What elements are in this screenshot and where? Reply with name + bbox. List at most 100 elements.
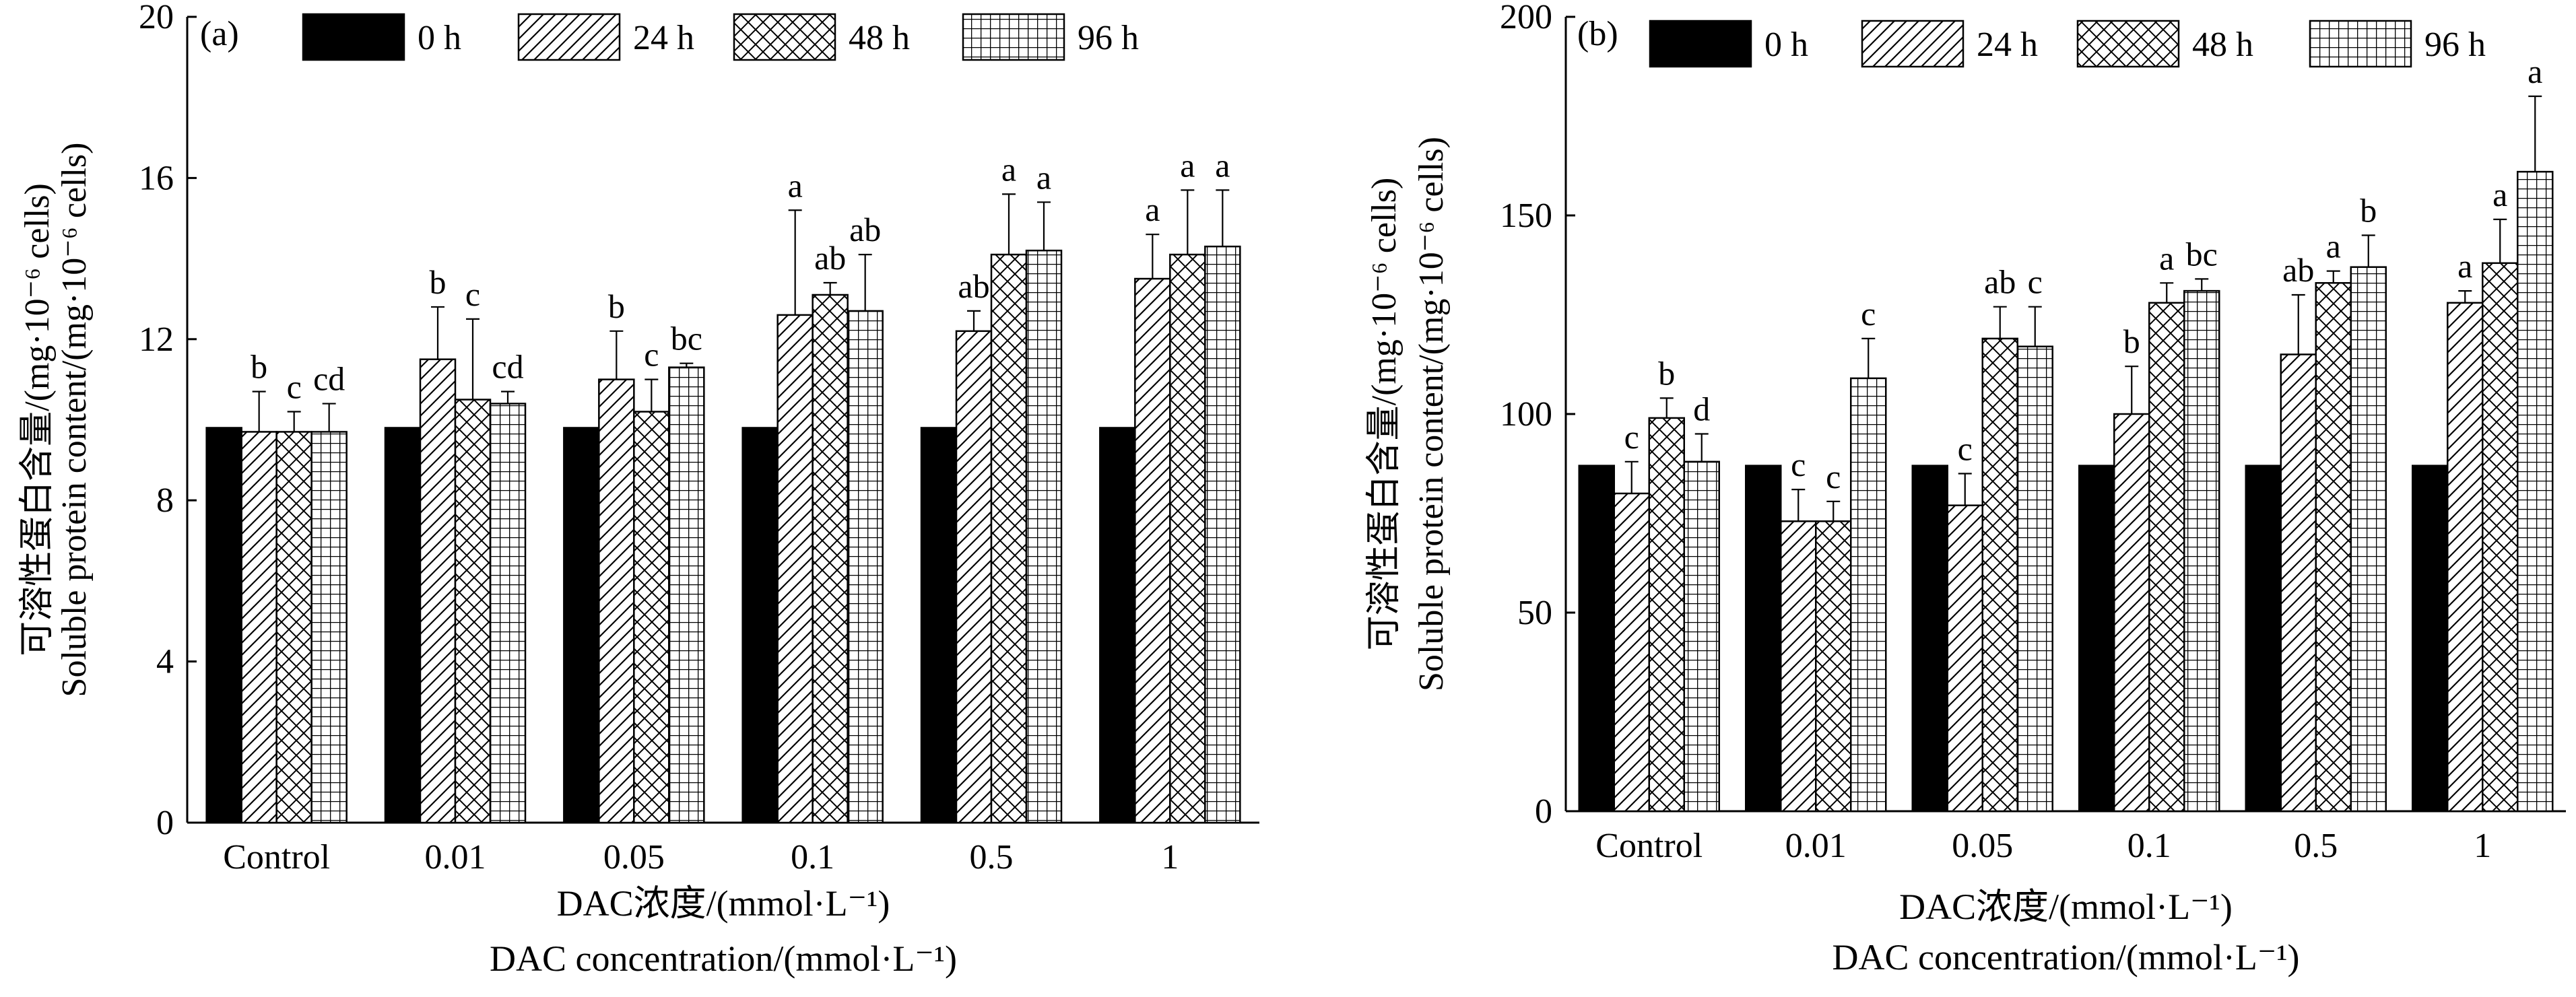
significance-letter: c: [1624, 418, 1639, 456]
bar: [275, 431, 312, 824]
y-tick-label: 0: [156, 804, 174, 842]
bar: [2183, 289, 2220, 813]
bar: [2482, 262, 2519, 813]
x-axis-label-cn: DAC浓度/(mmol·L⁻¹): [1899, 887, 2233, 927]
y-axis-label-en: Soluble protein content/(mg·10⁻⁶ cells): [1412, 137, 1451, 691]
significance-letter: d: [1693, 390, 1710, 428]
x-axis-label-cn: DAC浓度/(mmol·L⁻¹): [557, 883, 890, 924]
x-tick-label: 0.01: [1785, 827, 1847, 865]
bar: [633, 411, 670, 824]
significance-letter: cd: [313, 360, 345, 398]
significance-letter: b: [2360, 192, 2377, 230]
significance-letter: a: [2326, 228, 2341, 265]
bar: [990, 253, 1028, 824]
bar: [2315, 282, 2352, 813]
significance-letter: a: [2492, 176, 2507, 213]
y-tick-label: 12: [139, 320, 174, 359]
y-tick-label: 50: [1517, 594, 1552, 632]
panel-label: (b): [1577, 15, 1618, 53]
panel-label: (a): [200, 15, 239, 53]
y-tick-label: 0: [1535, 792, 1552, 831]
significance-letter: ab: [958, 267, 989, 305]
y-tick-label: 4: [156, 643, 174, 681]
y-tick-label: 16: [139, 159, 174, 197]
bar: [847, 310, 884, 824]
significance-letter: b: [2123, 322, 2140, 360]
bar: [1815, 520, 1852, 813]
significance-letter: a: [1215, 146, 1230, 184]
y-tick-label: 200: [1500, 0, 1552, 36]
bar: [668, 366, 705, 824]
significance-letter: b: [251, 348, 267, 386]
y-tick-label: 150: [1500, 197, 1552, 235]
x-tick-label: 0.1: [2127, 827, 2171, 865]
significance-letter: a: [2159, 239, 2174, 277]
bar: [598, 378, 635, 824]
significance-letter: ab: [2282, 251, 2314, 289]
significance-letter: ab: [1984, 263, 2016, 301]
bar: [1204, 245, 1241, 824]
bar: [955, 330, 993, 824]
x-tick-label: Control: [1595, 827, 1703, 865]
bar: [1169, 253, 1206, 824]
legend-label: 48 h: [2192, 26, 2253, 64]
bar: [2447, 302, 2484, 813]
bar: [1850, 377, 1887, 813]
bar: [2078, 465, 2115, 813]
x-axis-label-en: DAC concentration/(mmol·L⁻¹): [1832, 937, 2299, 977]
y-axis-label-cn: 可溶性蛋白含量/(mg·10⁻⁶ cells): [18, 183, 57, 656]
significance-letter: c: [1791, 446, 1806, 483]
bar: [1134, 277, 1171, 824]
legend-swatch: [2076, 20, 2180, 68]
significance-letter: c: [287, 368, 302, 406]
legend-label: 24 h: [633, 19, 694, 57]
x-tick-label: 1: [2474, 827, 2491, 865]
y-tick-label: 20: [139, 0, 174, 36]
bar: [812, 294, 849, 824]
x-tick-label: 1: [1161, 838, 1179, 876]
bar: [454, 399, 492, 824]
legend-label: 0 h: [1764, 26, 1808, 64]
bar: [741, 427, 779, 824]
y-tick-label: 8: [156, 481, 174, 520]
bar: [1648, 417, 1685, 813]
bar: [1578, 465, 1615, 813]
bar: [1683, 460, 1720, 813]
bar: [205, 427, 242, 824]
bar: [419, 358, 457, 824]
significance-letter: a: [2457, 247, 2472, 285]
x-tick-label: 0.05: [1952, 827, 2013, 865]
bar: [310, 431, 348, 824]
bar: [2113, 413, 2150, 813]
significance-letter: b: [430, 263, 447, 301]
significance-letter: c: [1861, 295, 1876, 333]
significance-letter: a: [1036, 158, 1051, 196]
significance-letter: a: [1001, 150, 1016, 188]
bar: [384, 427, 422, 824]
y-axis-label-cn: 可溶性蛋白含量/(mg·10⁻⁶ cells): [1365, 178, 1403, 651]
bar: [1946, 504, 1983, 813]
significance-letter: a: [2528, 53, 2542, 90]
significance-letter: c: [644, 336, 659, 374]
bar: [240, 431, 277, 824]
bar: [777, 314, 814, 824]
y-tick-label: 100: [1500, 395, 1552, 434]
significance-letter: c: [465, 275, 480, 313]
bar: [2280, 353, 2317, 813]
x-tick-label: 0.05: [603, 838, 665, 876]
significance-letter: ab: [814, 239, 846, 277]
significance-letter: c: [1826, 458, 1841, 495]
legend-label: 96 h: [2424, 26, 2486, 64]
legend-swatch: [517, 13, 621, 61]
legend-swatch: [733, 13, 836, 61]
legend-label: 0 h: [418, 19, 461, 57]
x-tick-label: Control: [223, 838, 330, 876]
bar: [2245, 465, 2282, 813]
legend-label: 24 h: [1977, 26, 2038, 64]
bar: [563, 427, 600, 824]
bar: [2517, 170, 2554, 813]
legend-label: 96 h: [1078, 19, 1139, 57]
legend-swatch: [302, 13, 405, 61]
y-axis-label-en: Soluble protein content/(mg·10⁻⁶ cells): [55, 143, 94, 697]
